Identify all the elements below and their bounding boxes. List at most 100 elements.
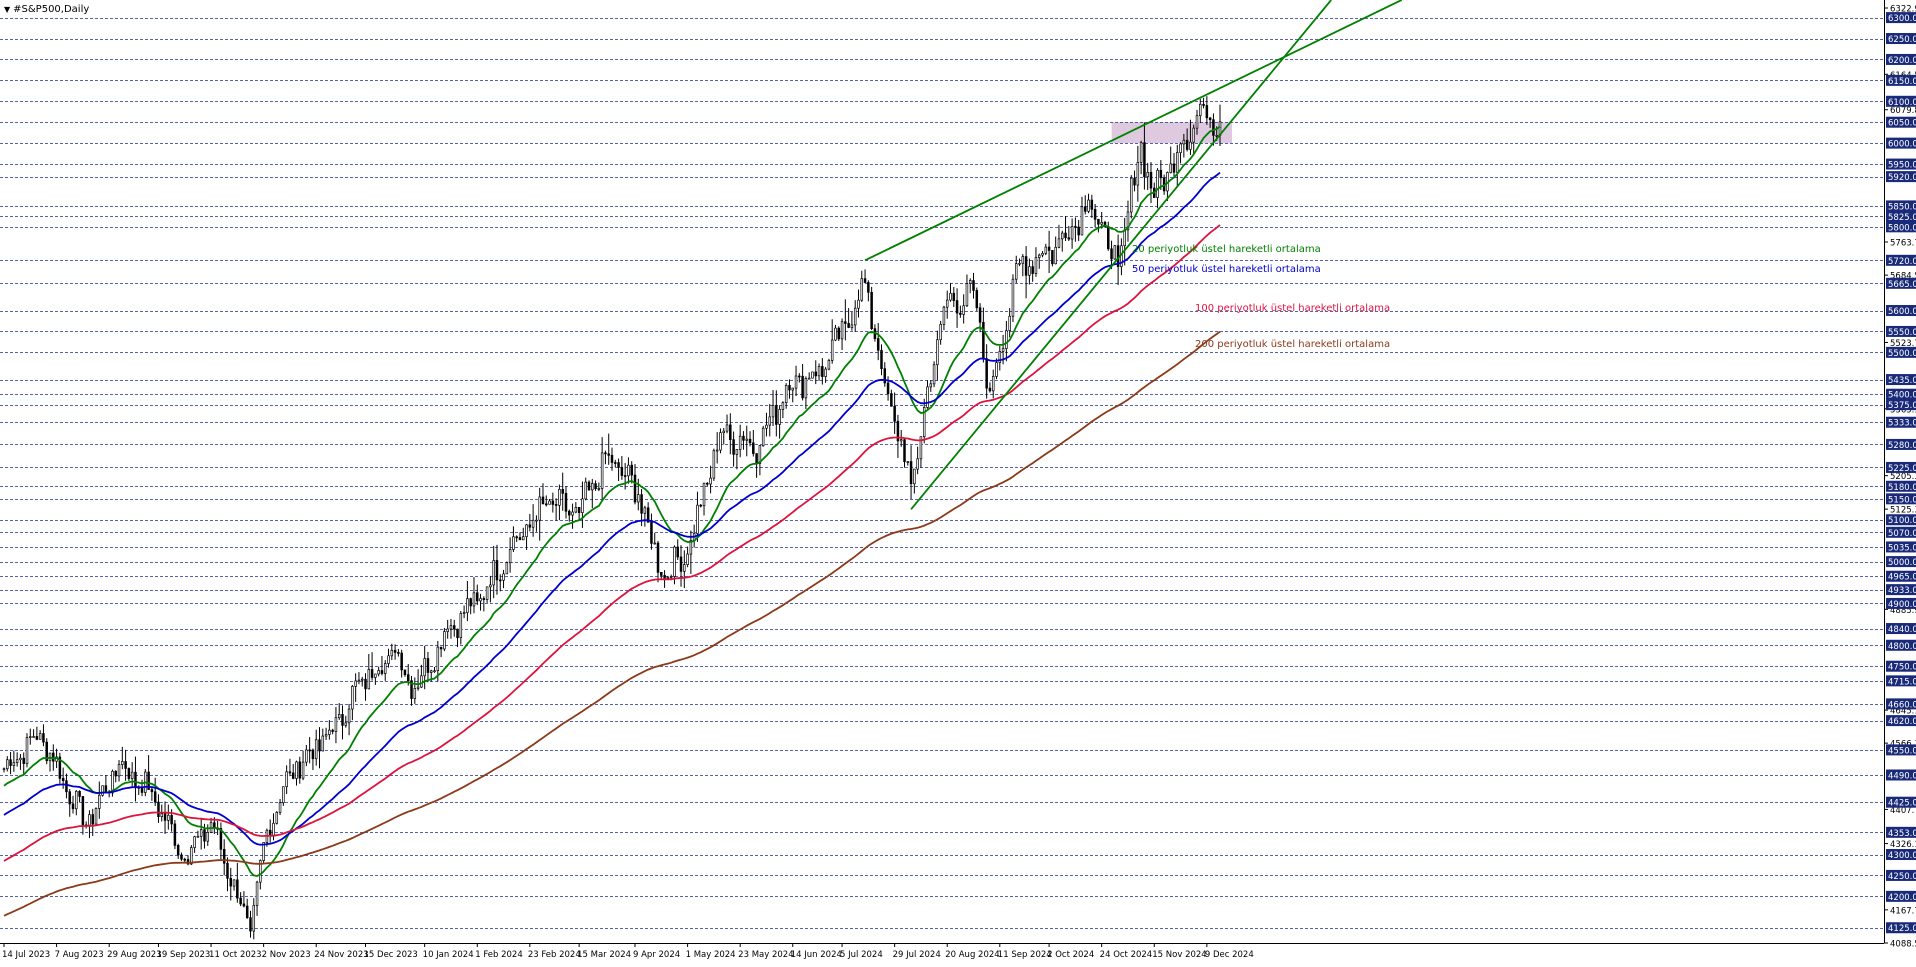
candle	[1176, 144, 1179, 188]
candle	[94, 807, 98, 825]
axis-tick-label: 5205.33	[1890, 472, 1916, 482]
candle-body	[896, 420, 900, 442]
candle	[377, 666, 380, 677]
candle-body	[341, 714, 344, 726]
candle-body	[298, 761, 302, 779]
candle	[492, 545, 495, 599]
candle-body	[1130, 177, 1133, 213]
candle	[439, 646, 443, 658]
candle	[735, 449, 739, 470]
time-tick-label: 1 Feb 2024	[475, 950, 522, 960]
candle-body	[1060, 232, 1064, 240]
candle	[291, 764, 295, 780]
candle-body	[364, 678, 367, 690]
candle	[541, 483, 545, 505]
candle-body	[929, 383, 933, 388]
candle-body	[798, 375, 801, 378]
candle	[176, 843, 180, 859]
candle	[255, 880, 259, 916]
candle	[124, 749, 127, 781]
candle	[1018, 258, 1021, 267]
candle	[508, 537, 512, 573]
price-level-label: 4933.00	[1888, 586, 1916, 596]
candle-body	[952, 292, 956, 301]
price-level-box	[1886, 480, 1916, 492]
candle-body	[686, 553, 689, 565]
candle	[1005, 320, 1008, 362]
candle-body	[965, 283, 969, 307]
candle	[71, 795, 75, 814]
trendline-2[interactable]	[910, 0, 1332, 510]
candle-body	[1044, 246, 1048, 254]
candle-body	[545, 503, 548, 506]
candle	[275, 811, 279, 825]
candle	[456, 628, 459, 648]
axis-tick-label: 5125.33	[1890, 506, 1916, 516]
candle	[278, 798, 282, 815]
candle	[91, 808, 94, 837]
candles	[2, 96, 1222, 940]
candle	[995, 358, 998, 380]
candle	[19, 753, 22, 770]
candle	[719, 428, 722, 454]
candle-body	[574, 507, 578, 513]
candle	[173, 819, 177, 850]
candle	[939, 320, 942, 345]
price-level-label: 5180.00	[1888, 483, 1916, 493]
candle	[196, 830, 200, 838]
price-level-label: 5550.00	[1888, 328, 1916, 338]
candle-body	[1136, 162, 1140, 186]
candle-body	[81, 796, 85, 826]
candle-body	[321, 735, 325, 752]
candle-body	[584, 481, 587, 500]
triangle-down-icon[interactable]: ▼	[4, 4, 11, 14]
candle-body	[236, 879, 239, 899]
candle	[577, 507, 581, 521]
candle-body	[466, 598, 469, 613]
candle-body	[886, 382, 890, 394]
price-level-box	[1886, 374, 1916, 386]
candle-body	[1156, 169, 1159, 198]
candle-body	[840, 321, 844, 340]
price-level-label: 5375.00	[1888, 401, 1916, 411]
candle	[426, 651, 430, 683]
time-tick-label: 7 Aug 2023	[55, 950, 104, 960]
candle-body	[377, 670, 380, 675]
candle-body	[1028, 266, 1031, 276]
candle-body	[765, 424, 768, 429]
candle	[748, 431, 752, 447]
symbol-title[interactable]: ▼ #S&P500,Daily	[4, 4, 89, 15]
candle-body	[834, 327, 837, 341]
symbol-title-text: #S&P500,Daily	[13, 4, 90, 15]
candle-body	[995, 362, 998, 377]
candle-body	[472, 592, 476, 607]
candle	[807, 372, 811, 380]
candle	[968, 278, 972, 294]
candle	[459, 610, 463, 645]
candle-body	[781, 402, 785, 410]
candle-body	[459, 613, 463, 639]
candle-body	[850, 324, 854, 328]
time-tick-label: 11 Sep 2024	[998, 950, 1052, 960]
candle	[1090, 194, 1094, 218]
candle	[35, 726, 39, 741]
axis-tick-label: 6322.93	[1890, 5, 1916, 15]
candle-body	[919, 436, 923, 460]
candle-body	[1041, 252, 1044, 256]
candle	[1185, 128, 1189, 152]
candle-body	[1014, 263, 1018, 280]
price-level-label: 6200.00	[1888, 56, 1916, 66]
candle-body	[597, 488, 601, 490]
trendline-1[interactable]	[864, 0, 1403, 262]
price-level-box	[1886, 660, 1916, 672]
candle-body	[183, 858, 187, 861]
candle-body	[1159, 169, 1163, 179]
ema50-label: 50 periyotluk üstel hareketli ortalama	[1132, 264, 1321, 275]
candle	[702, 482, 706, 516]
price-level-label: 4550.00	[1888, 746, 1916, 756]
candle-body	[745, 438, 748, 441]
candle	[1008, 308, 1011, 338]
candle-body	[58, 756, 62, 779]
